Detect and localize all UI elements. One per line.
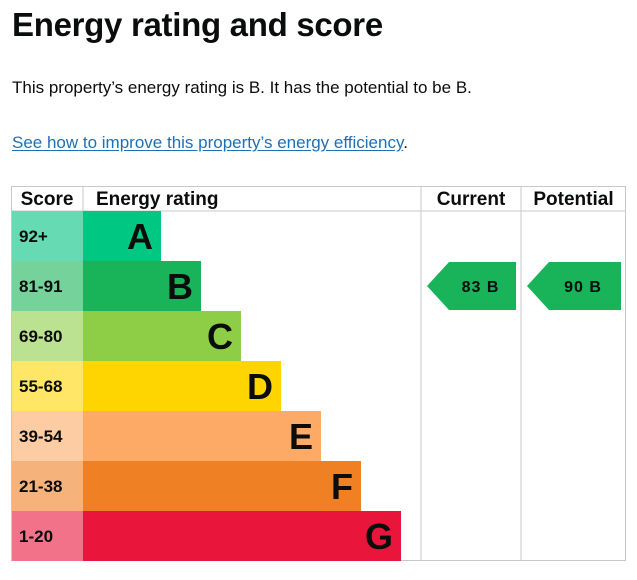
rating-bar-g [83, 511, 401, 561]
rating-letter-a: A [127, 216, 153, 257]
rating-letter-c: C [207, 316, 233, 357]
rating-bar-e [83, 411, 321, 461]
current-arrow [427, 262, 516, 310]
score-cell-a [12, 211, 83, 261]
header-energy-rating: Energy rating [96, 189, 218, 210]
score-label-a: 92+ [19, 227, 48, 246]
improve-suffix: . [403, 133, 408, 152]
score-cell-d [12, 361, 83, 411]
rating-letter-e: E [289, 416, 313, 457]
score-label-b: 81-91 [19, 277, 62, 296]
score-label-c: 69-80 [19, 327, 62, 346]
current-rating-label: 83 B [462, 279, 500, 296]
potential-arrow [527, 262, 621, 310]
score-cell-c [12, 311, 83, 361]
page-title: Energy rating and score [12, 6, 383, 43]
energy-rating-svg: Score Energy rating Current Potential 92+ A 81… [11, 186, 626, 561]
rating-letter-b: B [167, 266, 193, 307]
rating-bar-a [83, 211, 161, 261]
energy-rating-chart: Score Energy rating Current Potential 92+ A 81… [11, 186, 626, 561]
score-label-e: 39-54 [19, 427, 63, 446]
rating-bar-f [83, 461, 361, 511]
rating-letter-f: F [331, 466, 353, 507]
improve-paragraph: See how to improve this property’s energ… [12, 133, 408, 153]
score-label-d: 55-68 [19, 377, 62, 396]
score-label-f: 21-38 [19, 477, 62, 496]
improve-efficiency-link[interactable]: See how to improve this property’s energ… [12, 133, 404, 152]
score-cell-g [12, 511, 83, 561]
score-label-g: 1-20 [19, 527, 53, 546]
potential-rating-label: 90 B [564, 279, 602, 296]
rating-bar-b [83, 261, 201, 311]
rating-summary: This property’s energy rating is B. It h… [12, 78, 472, 97]
header-score: Score [21, 189, 74, 210]
header-potential: Potential [533, 189, 613, 210]
score-cell-f [12, 461, 83, 511]
header-current: Current [437, 189, 506, 210]
score-cell-e [12, 411, 83, 461]
rating-bar-c [83, 311, 241, 361]
rating-letter-g: G [365, 516, 393, 557]
rating-letter-d: D [247, 366, 273, 407]
score-cell-b [12, 261, 83, 311]
rating-bar-d [83, 361, 281, 411]
